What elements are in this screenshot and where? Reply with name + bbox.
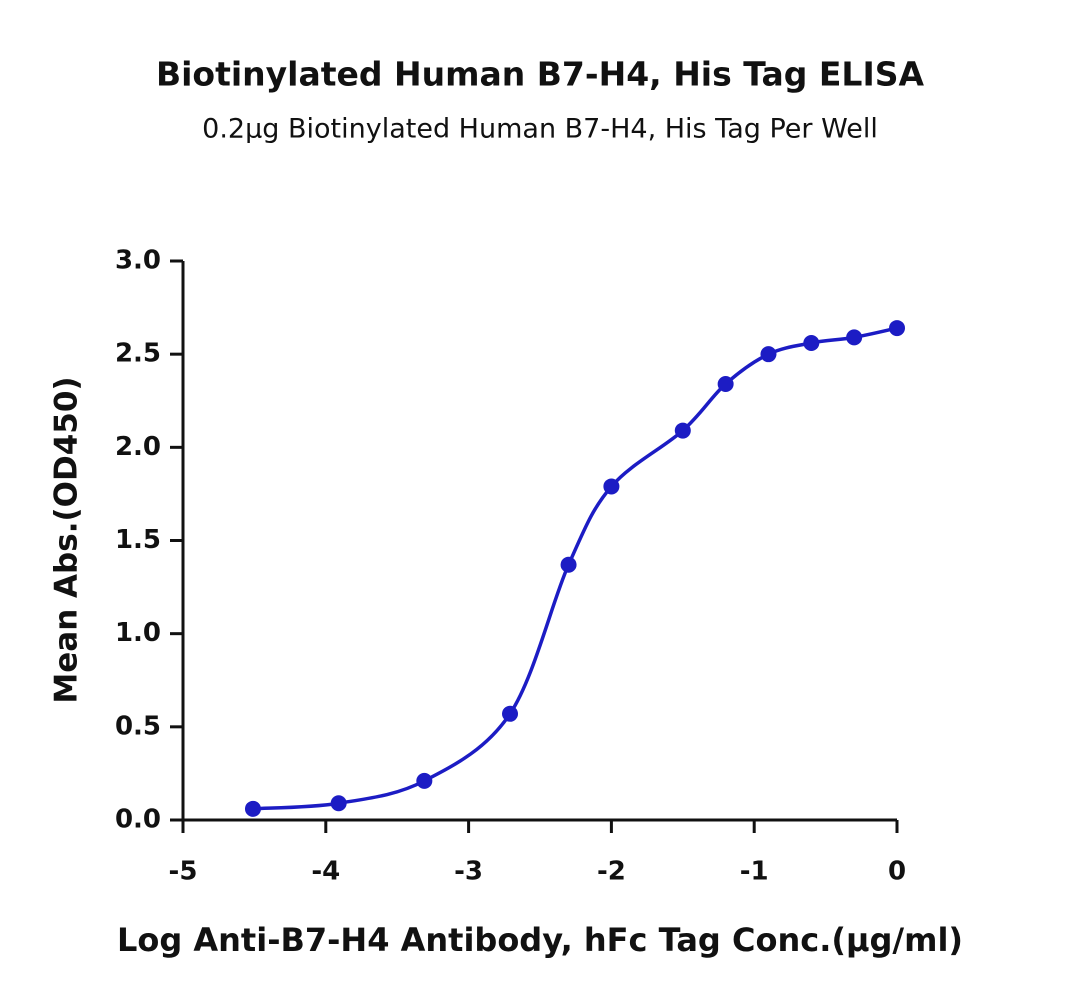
y-tick-label: 2.0: [115, 432, 161, 462]
data-point: [244, 800, 261, 817]
data-point: [760, 346, 777, 363]
y-axis-label: Mean Abs.(OD450): [49, 376, 85, 703]
data-point: [717, 375, 734, 392]
data-point: [416, 772, 433, 789]
x-tick-label: -5: [169, 857, 198, 887]
data-point: [560, 556, 577, 573]
data-point: [603, 478, 620, 495]
x-tick-label: -3: [454, 857, 483, 887]
data-point: [330, 795, 347, 812]
y-tick-label: 1.0: [115, 618, 161, 648]
y-tick-label: 0.0: [115, 805, 161, 835]
x-tick-label: -2: [597, 857, 626, 887]
data-point: [889, 320, 905, 337]
y-tick-label: 0.5: [115, 711, 161, 741]
y-tick-label: 2.5: [115, 339, 161, 369]
y-tick-label: 1.5: [115, 525, 161, 555]
x-tick-label: 0: [888, 857, 906, 887]
data-point: [846, 329, 863, 346]
data-point: [803, 334, 820, 351]
chart-subtitle: 0.2μg Biotinylated Human B7-H4, His Tag …: [202, 114, 878, 145]
data-point: [502, 705, 519, 722]
x-tick-label: -1: [740, 857, 769, 887]
data-point: [674, 422, 691, 439]
y-tick-label: 3.0: [115, 246, 161, 276]
x-axis-label: Log Anti-B7-H4 Antibody, hFc Tag Conc.(μ…: [117, 921, 963, 959]
x-tick-label: -4: [311, 857, 340, 887]
chart-title: Biotinylated Human B7-H4, His Tag ELISA: [156, 55, 925, 94]
